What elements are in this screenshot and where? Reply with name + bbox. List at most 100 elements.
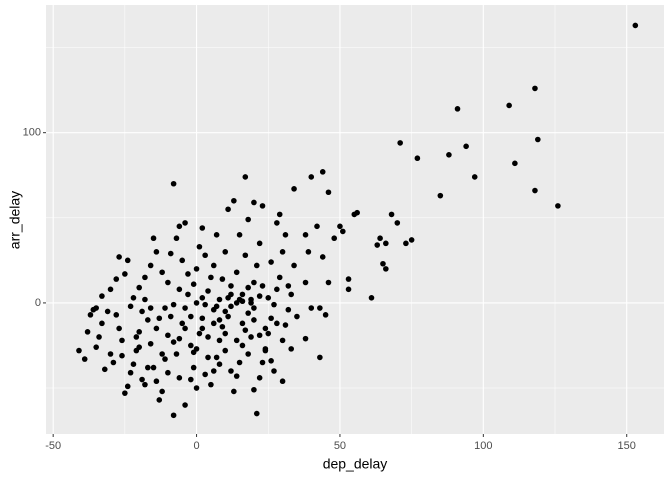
point xyxy=(185,271,191,277)
point xyxy=(208,274,214,281)
point xyxy=(188,342,194,349)
point xyxy=(124,383,131,390)
point xyxy=(251,317,257,323)
point xyxy=(190,364,197,371)
x-tick-label: 50 xyxy=(334,440,346,452)
point xyxy=(219,323,226,330)
point xyxy=(145,317,151,323)
point xyxy=(210,320,217,327)
point xyxy=(532,187,538,194)
point xyxy=(124,257,131,264)
point xyxy=(242,327,249,333)
point xyxy=(142,381,148,388)
x-tick-label: -50 xyxy=(45,440,61,452)
point xyxy=(165,332,171,339)
point xyxy=(222,249,229,255)
x-axis-title: dep_delay xyxy=(323,456,388,472)
point xyxy=(454,106,461,112)
point xyxy=(256,332,263,339)
point xyxy=(279,249,286,255)
point xyxy=(242,174,249,180)
point xyxy=(268,357,274,364)
point xyxy=(291,186,297,192)
x-tick-label: 150 xyxy=(618,440,636,452)
point xyxy=(351,211,358,218)
point xyxy=(394,220,401,226)
point xyxy=(380,260,386,267)
point xyxy=(302,232,309,238)
point xyxy=(176,335,183,342)
point xyxy=(397,140,403,146)
point xyxy=(506,102,512,109)
point xyxy=(276,211,283,218)
point xyxy=(305,249,312,255)
point xyxy=(268,259,274,265)
point xyxy=(271,301,277,308)
point xyxy=(202,301,208,308)
point xyxy=(535,136,541,143)
point xyxy=(228,291,234,298)
point xyxy=(256,240,263,247)
point xyxy=(147,262,154,269)
point xyxy=(274,286,280,293)
y-tick-label: 0 xyxy=(35,297,41,309)
point xyxy=(253,410,260,417)
point xyxy=(317,305,323,311)
point xyxy=(162,356,168,362)
point xyxy=(208,381,214,388)
point xyxy=(199,295,206,301)
point xyxy=(216,296,223,303)
point xyxy=(176,375,183,381)
point xyxy=(107,351,114,357)
point xyxy=(127,303,134,310)
point xyxy=(225,313,231,320)
point xyxy=(233,373,240,379)
point xyxy=(262,347,269,354)
point xyxy=(256,375,263,381)
point xyxy=(150,235,157,242)
point xyxy=(165,279,171,286)
x-tick-label: 0 xyxy=(193,440,199,452)
point xyxy=(193,266,200,272)
y-axis-title: arr_delay xyxy=(7,191,23,249)
point xyxy=(259,283,266,289)
point xyxy=(199,225,206,231)
point xyxy=(282,232,289,238)
point xyxy=(170,301,177,308)
point xyxy=(205,334,211,340)
point xyxy=(308,174,315,180)
point xyxy=(185,291,191,298)
point xyxy=(196,330,203,337)
point xyxy=(222,330,229,337)
point xyxy=(210,262,217,269)
point xyxy=(87,312,94,318)
point xyxy=(213,303,220,310)
point xyxy=(139,308,145,315)
point xyxy=(213,354,220,361)
point xyxy=(110,359,117,366)
point xyxy=(205,354,211,361)
point xyxy=(233,269,240,276)
point xyxy=(331,235,338,242)
point xyxy=(276,274,283,281)
point xyxy=(173,351,180,357)
point xyxy=(196,243,203,250)
point xyxy=(236,232,243,238)
point xyxy=(222,347,229,354)
point xyxy=(150,364,157,371)
point xyxy=(345,276,352,282)
point xyxy=(408,237,415,243)
point xyxy=(104,308,111,315)
point xyxy=(239,320,246,327)
point xyxy=(279,337,286,344)
point xyxy=(463,143,469,150)
point xyxy=(145,364,151,371)
point xyxy=(377,235,383,242)
point xyxy=(256,293,263,299)
point xyxy=(153,378,160,385)
point xyxy=(170,412,177,419)
point xyxy=(182,402,188,408)
point xyxy=(253,262,260,269)
point xyxy=(302,335,309,342)
point xyxy=(294,313,300,320)
